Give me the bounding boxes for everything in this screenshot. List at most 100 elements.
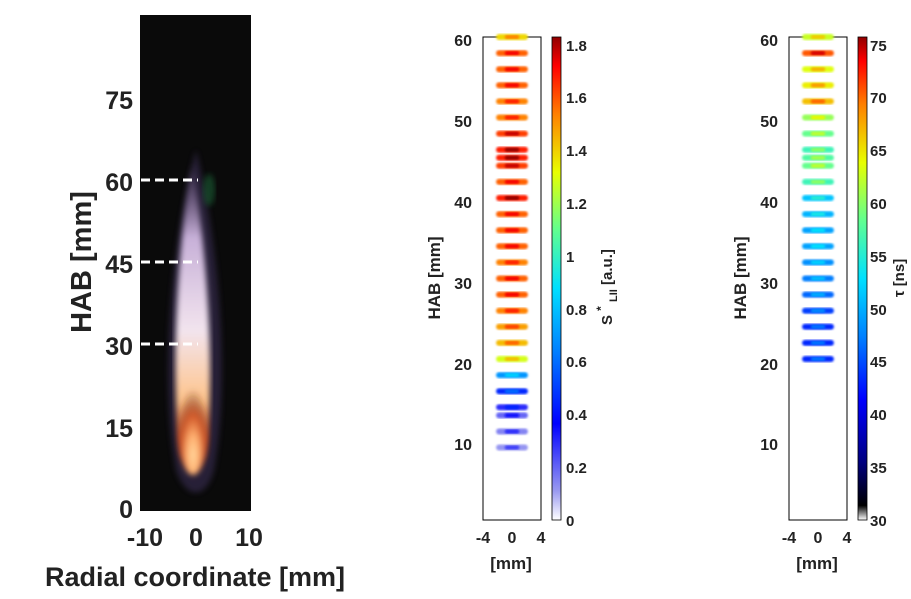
y-tick-label: 75 xyxy=(105,87,133,115)
heatmap-band-core xyxy=(504,276,520,281)
heatmap-band-core xyxy=(504,244,520,249)
y-tick-label: 0 xyxy=(119,496,133,524)
colorbar-label-sup: * xyxy=(594,306,608,311)
heatmap-band-core xyxy=(504,260,520,265)
colorbar-tick-label: 65 xyxy=(870,143,887,160)
heatmap-bands xyxy=(496,34,528,451)
heatmap-band-core xyxy=(504,389,520,394)
x-tick-label: 0 xyxy=(189,524,203,552)
heatmap-band-core xyxy=(504,324,520,329)
hab-marker-lines xyxy=(141,178,198,346)
heatmap-band-core xyxy=(504,413,520,418)
colorbar-label: τ [ns] xyxy=(891,259,908,297)
x-axis-label: [mm] xyxy=(490,554,532,573)
panel-c: 10 20 30 40 50 60 -4 0 4 HAB [mm] [mm] 3… xyxy=(731,33,908,573)
colorbar-tick-label: 55 xyxy=(870,249,887,266)
heatmap-band-core xyxy=(810,115,826,120)
colorbar-tick-label: 0.6 xyxy=(566,354,587,371)
y-tick-label: 10 xyxy=(760,437,778,454)
colorbar-tick-label: 1 xyxy=(566,249,574,266)
flame-image xyxy=(168,150,222,493)
heatmap-band-core xyxy=(810,131,826,136)
heatmap-band-core xyxy=(810,35,826,39)
heatmap-band-core xyxy=(504,196,520,200)
y-tick-label: 30 xyxy=(760,276,778,293)
heatmap-band-core xyxy=(504,115,520,120)
colorbar xyxy=(857,36,868,521)
colorbar-tick-label: 70 xyxy=(870,90,887,107)
heatmap-band-core xyxy=(810,260,826,265)
y-tick-label: 60 xyxy=(760,33,778,50)
heatmap-band-core xyxy=(810,244,826,249)
colorbar-tick-label: 1.6 xyxy=(566,90,587,107)
panel-a: 0 15 30 45 60 75 -10 0 10 HAB [mm] Radia… xyxy=(45,15,345,592)
heatmap-band-core xyxy=(810,99,826,104)
heatmap-band-core xyxy=(810,340,826,345)
heatmap-band-core xyxy=(810,228,826,233)
y-axis-label: HAB [mm] xyxy=(731,236,750,319)
colorbar-tick-label: 1.2 xyxy=(566,196,587,213)
colorbar-tick-label: 0 xyxy=(566,513,574,530)
colorbar-ticks: 30 35 40 45 50 55 60 65 70 75 xyxy=(870,38,887,530)
x-tick-label: -4 xyxy=(476,530,490,547)
x-tick-label: 4 xyxy=(843,530,852,547)
y-tick-label: 30 xyxy=(454,276,472,293)
heatmap-band-core xyxy=(810,155,826,160)
colorbar-label: S * LII [a.u.] xyxy=(592,249,621,325)
heatmap-band-core xyxy=(504,228,520,233)
colorbar-tick-label: 60 xyxy=(870,196,887,213)
heatmap-band-core xyxy=(810,196,826,200)
heatmap-band-core xyxy=(504,155,520,160)
x-ticks: -4 0 4 xyxy=(476,530,546,547)
y-tick-label: 60 xyxy=(105,169,133,197)
colorbar-ticks: 0 0.2 0.4 0.6 0.8 1 1.2 1.4 1.6 1.8 xyxy=(566,38,588,530)
x-tick-label: -4 xyxy=(782,530,796,547)
heatmap-band-core xyxy=(810,292,826,297)
heatmap-band-core xyxy=(504,357,520,361)
heatmap-band-core xyxy=(504,131,520,136)
colorbar-tick-label: 1.4 xyxy=(566,143,588,160)
heatmap-band-core xyxy=(504,340,520,345)
colorbar-tick-label: 0.8 xyxy=(566,302,587,319)
heatmap-band-core xyxy=(504,83,520,88)
heatmap-band-core xyxy=(504,429,520,434)
heatmap-band-core xyxy=(504,405,520,410)
colorbar-tick-label: 75 xyxy=(870,38,887,55)
colorbar-tick-label: 30 xyxy=(870,513,887,530)
y-tick-label: 20 xyxy=(760,357,778,374)
y-axis-label: HAB [mm] xyxy=(66,191,98,333)
heatmap-band-core xyxy=(504,67,520,72)
heatmap-band-core xyxy=(810,179,826,184)
heatmap-band-core xyxy=(810,357,826,361)
heatmap-band-core xyxy=(810,163,826,168)
x-tick-label: 0 xyxy=(508,530,517,547)
heatmap-band-core xyxy=(504,373,520,378)
y-tick-label: 40 xyxy=(454,195,472,212)
y-ticks: 10 20 30 40 50 60 xyxy=(454,33,472,454)
x-tick-label: 10 xyxy=(235,524,263,552)
y-tick-label: 50 xyxy=(454,114,472,131)
colorbar-tick-label: 0.4 xyxy=(566,407,588,424)
heatmap-band-core xyxy=(504,147,520,152)
colorbar-tick-label: 35 xyxy=(870,460,887,477)
heatmap-band-core xyxy=(810,147,826,152)
y-ticks: 10 20 30 40 50 60 xyxy=(760,33,778,454)
heatmap-band-core xyxy=(504,179,520,184)
heatmap-band-core xyxy=(810,83,826,88)
colorbar-tick-label: 45 xyxy=(870,354,887,371)
x-tick-label: 4 xyxy=(537,530,546,547)
heatmap-band-core xyxy=(504,445,520,450)
y-tick-label: 40 xyxy=(760,195,778,212)
heatmap-band-core xyxy=(504,212,520,217)
x-ticks: -4 0 4 xyxy=(782,530,852,547)
x-axis-label: [mm] xyxy=(796,554,838,573)
x-axis-label: Radial coordinate [mm] xyxy=(45,562,345,592)
colorbar-tick-label: 0.2 xyxy=(566,460,587,477)
y-tick-label: 50 xyxy=(760,114,778,131)
heatmap-band-core xyxy=(810,51,826,56)
x-tick-label: 0 xyxy=(814,530,823,547)
colorbar-label-unit: [a.u.] xyxy=(599,249,616,285)
y-tick-label: 10 xyxy=(454,437,472,454)
y-tick-labels: 0 15 30 45 60 75 xyxy=(105,87,133,524)
x-tick-label: -10 xyxy=(127,524,163,552)
